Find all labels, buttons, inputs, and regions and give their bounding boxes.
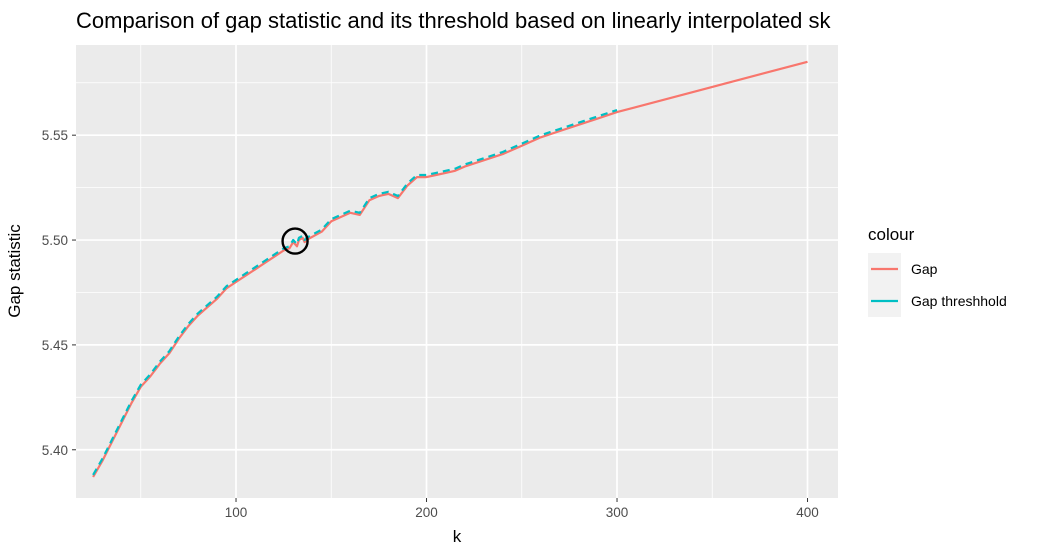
x-axis-ticks: 100 200 300 400: [225, 498, 819, 520]
y-tick-label: 5.45: [42, 338, 68, 353]
minor-gridlines: [76, 45, 838, 498]
y-tick-label: 5.55: [42, 128, 68, 143]
legend: colour Gap Gap threshhold: [868, 225, 1007, 317]
y-tick-label: 5.50: [42, 233, 68, 248]
legend-label: Gap threshhold: [911, 293, 1007, 309]
x-tick-label: 100: [225, 505, 248, 520]
annotation-circle: [281, 227, 309, 255]
y-axis-ticks: 5.40 5.45 5.50 5.55: [42, 128, 76, 458]
legend-label: Gap: [911, 261, 938, 277]
y-axis-title: Gap statistic: [5, 224, 24, 318]
x-tick-label: 200: [415, 505, 438, 520]
x-axis-title: k: [453, 527, 462, 546]
plot-panel: [76, 45, 838, 498]
x-tick-label: 300: [606, 505, 629, 520]
series-line-gap-threshhold: [92, 108, 618, 476]
annotations: [281, 227, 309, 255]
chart-title: Comparison of gap statistic and its thre…: [76, 8, 832, 33]
major-gridlines: [76, 45, 838, 498]
legend-title: colour: [868, 225, 915, 244]
x-tick-label: 400: [796, 505, 819, 520]
y-tick-label: 5.40: [42, 443, 68, 458]
